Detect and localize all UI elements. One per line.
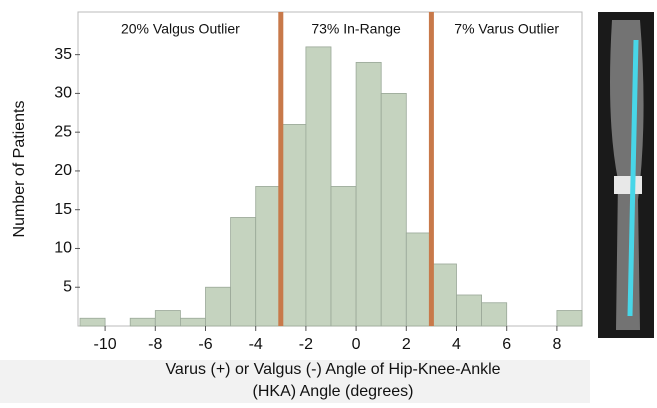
x-tick-label: 6 [502,336,511,353]
annotation: 20% Valgus Outlier [121,21,240,37]
y-tick-label: 10 [54,240,72,257]
x-tick-label: 4 [452,336,461,353]
x-tick-label: -6 [198,336,212,353]
bar [381,93,406,326]
x-tick-label: -10 [94,336,117,353]
y-tick-label: 35 [54,46,72,63]
y-axis-label: Number of Patients [11,101,28,238]
bar [557,310,582,326]
x-tick-label: 0 [352,336,361,353]
bar [356,62,381,326]
bar [256,186,281,326]
bar [130,318,155,326]
bar [306,47,331,326]
y-tick-label: 5 [63,278,72,295]
y-tick-label: 15 [54,201,72,218]
y-tick-label: 30 [54,85,72,102]
bar [155,310,180,326]
bar [281,124,306,326]
bar [482,303,507,326]
y-tick-label: 25 [54,123,72,140]
x-axis-label: (HKA) Angle (degrees) [253,383,414,400]
x-tick-label: -2 [299,336,313,353]
bar [331,186,356,326]
y-tick-label: 20 [54,162,72,179]
x-axis-label: Varus (+) or Valgus (-) Angle of Hip-Kne… [165,361,500,378]
x-tick-label: -8 [148,336,162,353]
threshold-line [278,12,283,326]
bar [180,318,205,326]
x-tick-label: -4 [249,336,263,353]
annotation: 7% Varus Outlier [454,21,559,37]
bar [457,295,482,326]
bar [206,287,231,326]
bar [80,318,105,326]
threshold-line [429,12,434,326]
annotation: 73% In-Range [311,21,401,37]
x-tick-label: 8 [552,336,561,353]
xray-image [598,12,654,338]
chart: Varus (+) or Valgus (-) Angle of Hip-Kne… [0,0,657,403]
bar [406,233,431,326]
bar [431,264,456,326]
bar [231,217,256,326]
x-tick-label: 2 [402,336,411,353]
